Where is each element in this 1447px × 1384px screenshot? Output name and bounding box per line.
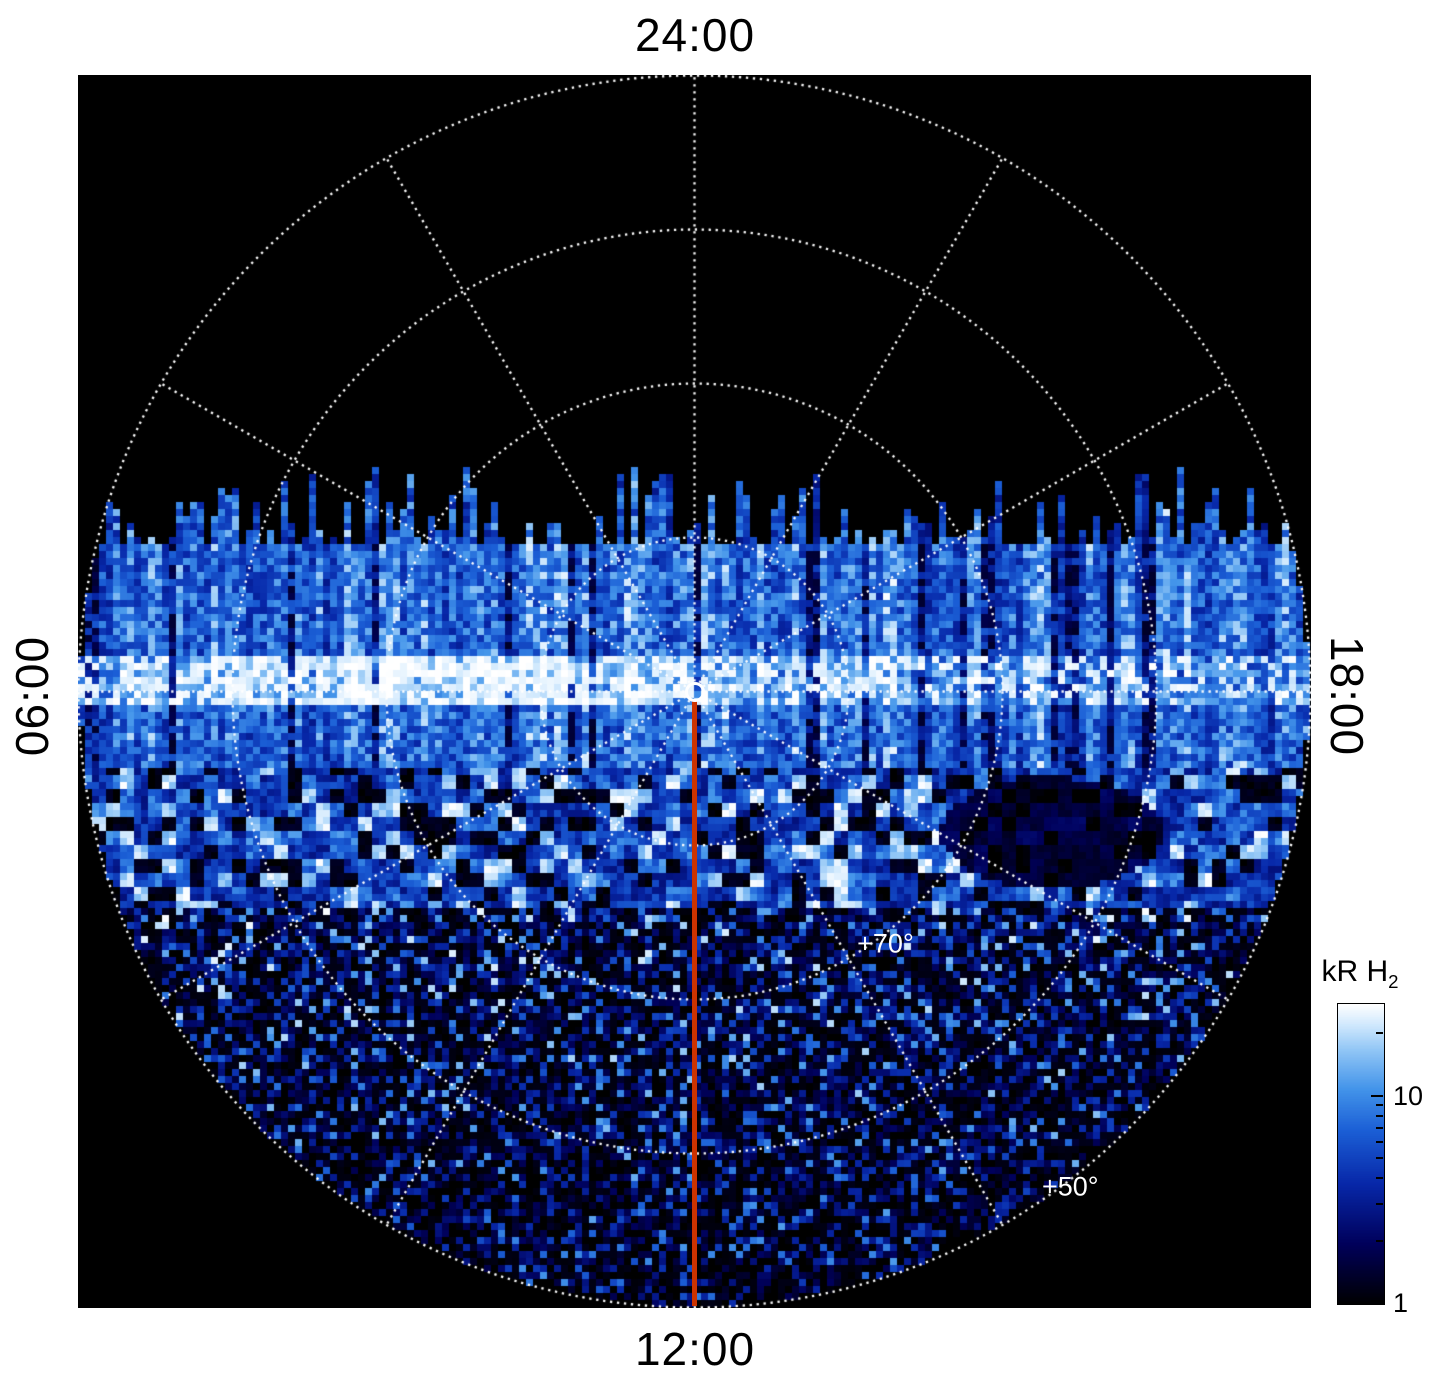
noon-meridian-line bbox=[692, 700, 697, 1306]
colorbar-tick-label: 10 bbox=[1393, 1080, 1424, 1111]
colorbar-minor-tick bbox=[1376, 1032, 1383, 1035]
latitude-label-50: +50° bbox=[1041, 1171, 1099, 1202]
colorbar-title-subscript: 2 bbox=[1388, 971, 1399, 992]
colorbar-minor-tick bbox=[1376, 1177, 1383, 1180]
colorbar-minor-tick bbox=[1376, 1157, 1383, 1160]
colorbar-minor-tick bbox=[1376, 1203, 1383, 1206]
pole-marker bbox=[684, 681, 705, 702]
colorbar-minor-tick bbox=[1376, 1126, 1383, 1129]
colorbar-gradient bbox=[1337, 1003, 1385, 1305]
latitude-label-70: +70° bbox=[857, 928, 914, 959]
colorbar-major-tick bbox=[1371, 1094, 1383, 1097]
colorbar-major-tick bbox=[1371, 1300, 1383, 1302]
colorbar-minor-tick bbox=[1376, 1104, 1383, 1107]
colorbar: kR H2 10 1 bbox=[1321, 955, 1423, 1318]
colorbar-tick-label: 1 bbox=[1393, 1288, 1409, 1318]
colorbar-minor-tick bbox=[1376, 1140, 1383, 1143]
local-time-label-12: 12:00 bbox=[634, 1323, 756, 1375]
colorbar-title: kR H2 bbox=[1321, 955, 1398, 993]
local-time-label-24: 24:00 bbox=[634, 9, 756, 61]
colorbar-title-text: kR H bbox=[1321, 955, 1389, 988]
colorbar-minor-tick bbox=[1376, 1239, 1383, 1242]
polar-plot-area: +70° +50° bbox=[78, 75, 1311, 1308]
colorbar-minor-tick bbox=[1376, 1114, 1383, 1117]
local-time-label-06: 06:00 bbox=[6, 635, 58, 757]
local-time-label-18: 18:00 bbox=[1321, 635, 1373, 757]
